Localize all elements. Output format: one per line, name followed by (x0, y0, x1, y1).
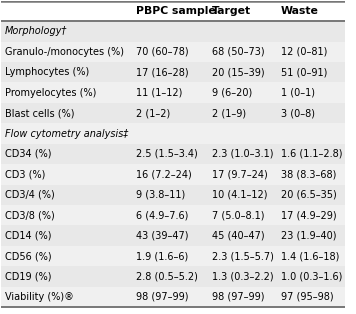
Bar (1, 103, 345, 123)
Bar (1, 21, 345, 41)
Text: PBPC sample: PBPC sample (136, 6, 216, 16)
Text: 1.4 (1.6–18): 1.4 (1.6–18) (281, 251, 339, 261)
Text: 23 (1.9–40): 23 (1.9–40) (281, 231, 336, 241)
Text: 9 (6–20): 9 (6–20) (212, 88, 252, 98)
Text: 97 (95–98): 97 (95–98) (281, 292, 334, 302)
Text: 7 (5.0–8.1): 7 (5.0–8.1) (212, 210, 265, 220)
Text: 2.3 (1.5–5.7): 2.3 (1.5–5.7) (212, 251, 274, 261)
Bar (1, 82, 345, 103)
Bar (1, 266, 345, 287)
Text: 16 (7.2–24): 16 (7.2–24) (136, 169, 192, 179)
Text: 2 (1–2): 2 (1–2) (136, 108, 171, 118)
Text: Target: Target (212, 6, 251, 16)
Text: Morphology†: Morphology† (5, 26, 68, 36)
Text: 1.3 (0.3–2.2): 1.3 (0.3–2.2) (212, 272, 274, 282)
Text: 17 (4.9–29): 17 (4.9–29) (281, 210, 336, 220)
Text: 98 (97–99): 98 (97–99) (212, 292, 265, 302)
Text: 12 (0–81): 12 (0–81) (281, 47, 327, 57)
Text: CD56 (%): CD56 (%) (5, 251, 52, 261)
Bar (1, 205, 345, 225)
Text: 43 (39–47): 43 (39–47) (136, 231, 189, 241)
Bar (1, 246, 345, 266)
Text: Viability (%)®: Viability (%)® (5, 292, 74, 302)
Text: CD3/8 (%): CD3/8 (%) (5, 210, 55, 220)
Bar (1, 287, 345, 307)
Text: CD14 (%): CD14 (%) (5, 231, 52, 241)
Text: 45 (40–47): 45 (40–47) (212, 231, 265, 241)
Bar (1, 123, 345, 144)
Text: 1.0 (0.3–1.6): 1.0 (0.3–1.6) (281, 272, 342, 282)
Text: Promyelocytes (%): Promyelocytes (%) (5, 88, 96, 98)
Text: Blast cells (%): Blast cells (%) (5, 108, 75, 118)
Text: CD34 (%): CD34 (%) (5, 149, 52, 159)
Bar (1, 62, 345, 82)
Text: Waste: Waste (281, 6, 319, 16)
Text: CD3 (%): CD3 (%) (5, 169, 46, 179)
Bar (1, 144, 345, 164)
Text: Flow cytometry analysis‡: Flow cytometry analysis‡ (5, 128, 129, 138)
Text: 70 (60–78): 70 (60–78) (136, 47, 189, 57)
Text: Lymphocytes (%): Lymphocytes (%) (5, 67, 89, 77)
Text: 2.8 (0.5–5.2): 2.8 (0.5–5.2) (136, 272, 198, 282)
Text: 38 (8.3–68): 38 (8.3–68) (281, 169, 336, 179)
Bar (1, 164, 345, 185)
Bar (1, 225, 345, 246)
Text: 20 (15–39): 20 (15–39) (212, 67, 265, 77)
Text: 6 (4.9–7.6): 6 (4.9–7.6) (136, 210, 189, 220)
Text: 11 (1–12): 11 (1–12) (136, 88, 183, 98)
Text: 9 (3.8–11): 9 (3.8–11) (136, 190, 185, 200)
Text: 20 (6.5–35): 20 (6.5–35) (281, 190, 337, 200)
Text: 3 (0–8): 3 (0–8) (281, 108, 315, 118)
Text: 98 (97–99): 98 (97–99) (136, 292, 189, 302)
Text: 2.3 (1.0–3.1): 2.3 (1.0–3.1) (212, 149, 273, 159)
Text: CD19 (%): CD19 (%) (5, 272, 52, 282)
Text: 2.5 (1.5–3.4): 2.5 (1.5–3.4) (136, 149, 198, 159)
Text: 10 (4.1–12): 10 (4.1–12) (212, 190, 267, 200)
Text: 68 (50–73): 68 (50–73) (212, 47, 265, 57)
Text: 1.9 (1.6–6): 1.9 (1.6–6) (136, 251, 188, 261)
Bar (1, 185, 345, 205)
Text: 1.6 (1.1–2.8): 1.6 (1.1–2.8) (281, 149, 342, 159)
Text: Granulo-/monocytes (%): Granulo-/monocytes (%) (5, 47, 124, 57)
Bar (1, 1, 345, 21)
Text: CD3/4 (%): CD3/4 (%) (5, 190, 55, 200)
Text: 51 (0–91): 51 (0–91) (281, 67, 327, 77)
Text: 1 (0–1): 1 (0–1) (281, 88, 315, 98)
Text: 2 (1–9): 2 (1–9) (212, 108, 246, 118)
Text: 17 (16–28): 17 (16–28) (136, 67, 189, 77)
Text: 17 (9.7–24): 17 (9.7–24) (212, 169, 268, 179)
Bar (1, 41, 345, 62)
